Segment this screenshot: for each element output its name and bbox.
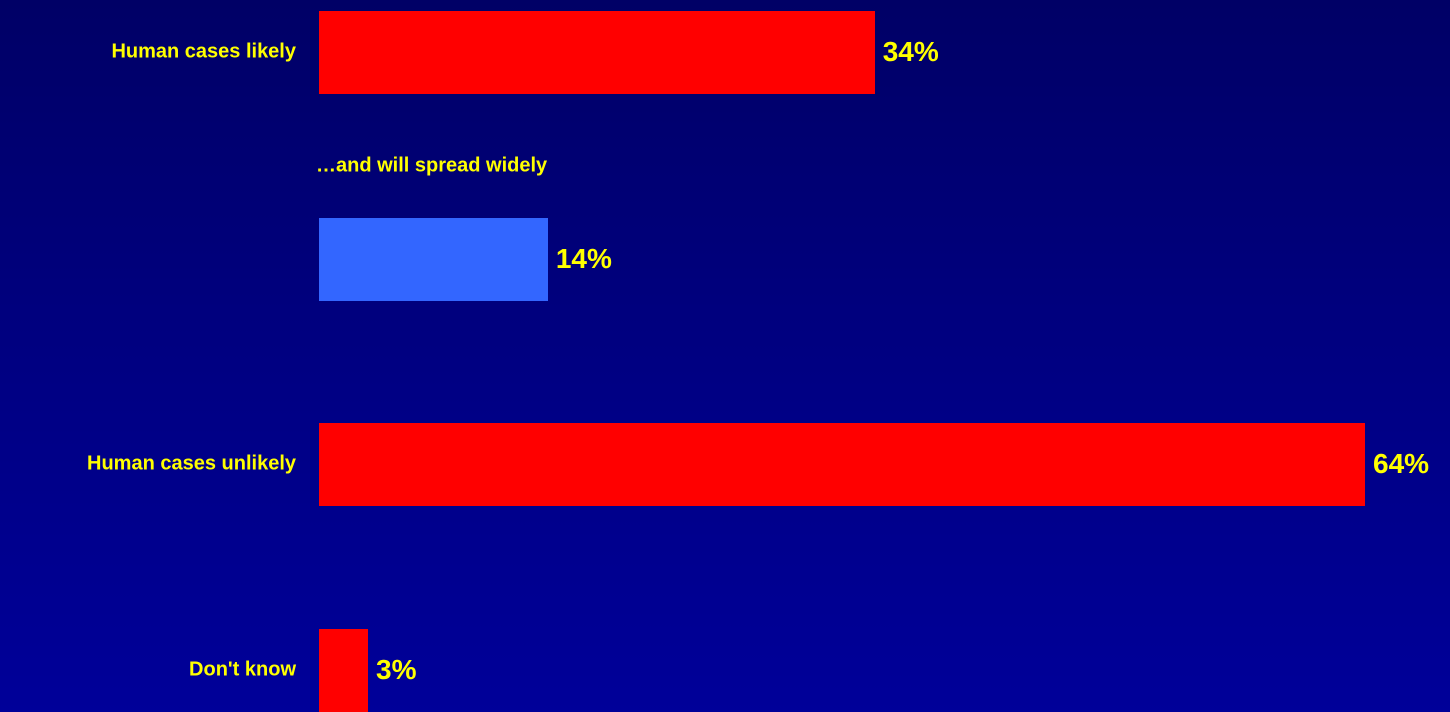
- sub-category-label: …and will spread widely: [316, 154, 548, 177]
- bar: [319, 10, 875, 94]
- value-label: 64%: [1373, 448, 1430, 479]
- bar: [319, 217, 548, 301]
- category-label: Human cases unlikely: [87, 452, 296, 475]
- category-label: Human cases likely: [111, 40, 296, 63]
- bar: [319, 422, 1365, 506]
- category-label: Don't know: [189, 658, 296, 681]
- value-label: 3%: [376, 654, 417, 685]
- bar: [319, 628, 369, 712]
- value-label: 34%: [882, 36, 939, 67]
- value-label: 14%: [555, 243, 612, 274]
